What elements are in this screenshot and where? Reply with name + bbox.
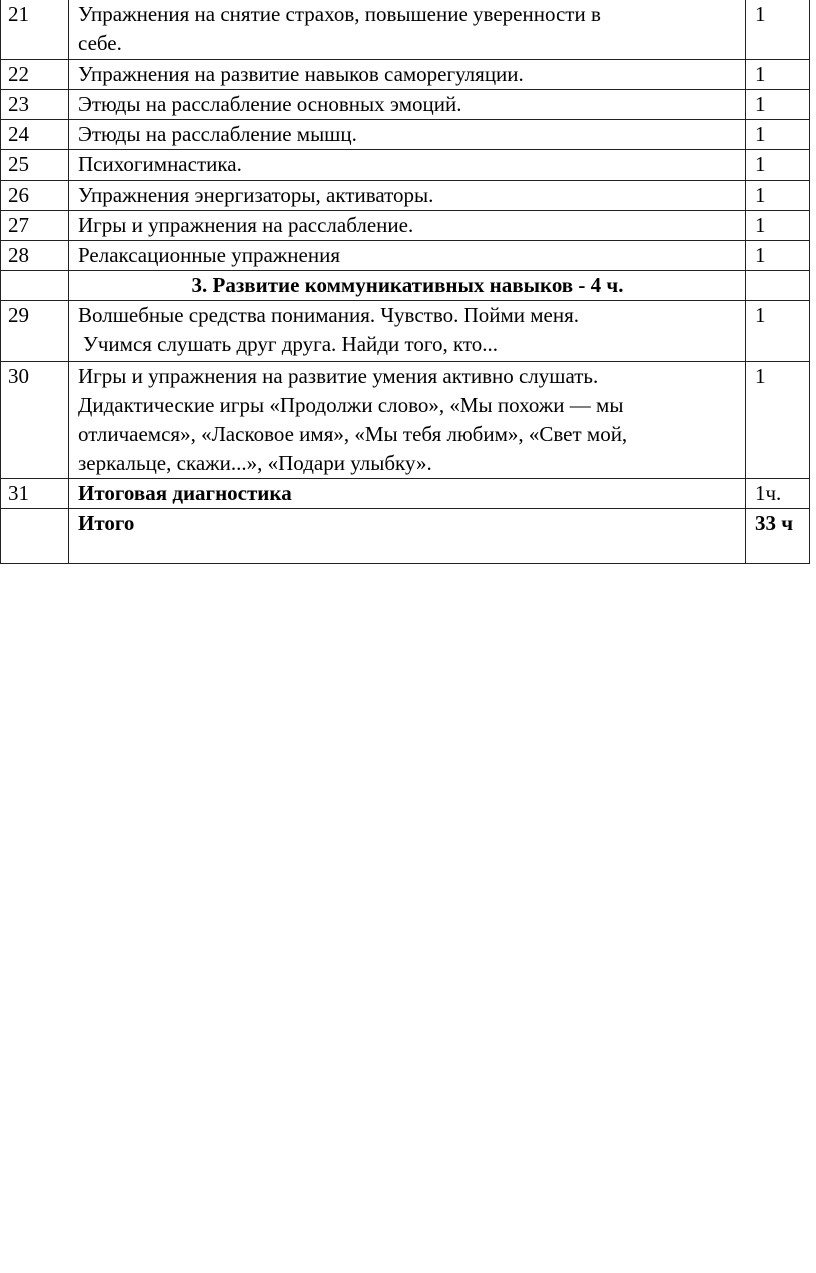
topic-line: Учимся слушать друг друга. Найди того, к…: [83, 332, 499, 356]
table-row: 23 Этюды на расслабление основных эмоций.…: [0, 89, 810, 120]
topic-line: Упражнения энергизаторы, активаторы.: [78, 183, 434, 207]
hours-cell: 1: [745, 240, 810, 271]
topic-line: Игры и упражнения на расслабление.: [78, 213, 414, 237]
hours-cell: 1: [745, 119, 810, 150]
table-row: 22 Упражнения на развитие навыков саморег…: [0, 59, 810, 90]
row-number: 23: [0, 89, 69, 120]
table-row: 24 Этюды на расслабление мышц. 1: [0, 119, 810, 150]
topic-line: Упражнения на развитие навыков саморегул…: [78, 62, 524, 86]
row-number: 29: [0, 300, 69, 362]
hours-cell: 1: [745, 300, 810, 362]
topic-line: Упражнения на снятие страхов, повышение …: [78, 2, 601, 26]
topic-cell: Итоговая диагностика: [68, 478, 746, 509]
topic-cell: Этюды на расслабление мышц.: [68, 119, 746, 150]
row-number: [0, 508, 69, 564]
topic-line: отличаемся», «Ласковое имя», «Мы тебя лю…: [78, 422, 628, 446]
table-row: 30 Игры и упражнения на развитие умения а…: [0, 361, 810, 479]
topic-cell: Упражнения на снятие страхов, повышение …: [68, 0, 746, 60]
topic-cell: Упражнения энергизаторы, активаторы.: [68, 180, 746, 211]
row-number: 24: [0, 119, 69, 150]
topic-cell: Этюды на расслабление основных эмоций.: [68, 89, 746, 120]
table-row: 31 Итоговая диагностика 1ч.: [0, 478, 810, 509]
topic-cell: Релаксационные упражнения: [68, 240, 746, 271]
row-number: [0, 270, 69, 301]
topic-line: Этюды на расслабление основных эмоций.: [78, 92, 462, 116]
hours-cell: 33 ч: [745, 508, 810, 564]
row-number: 22: [0, 59, 69, 90]
program-table: 21 Упражнения на снятие страхов, повышени…: [0, 0, 810, 564]
row-number: 25: [0, 149, 69, 181]
topic-line: Релаксационные упражнения: [78, 243, 340, 267]
row-number: 28: [0, 240, 69, 271]
table-row: Итого 33 ч: [0, 508, 810, 564]
table-row: 26 Упражнения энергизаторы, активаторы. 1: [0, 180, 810, 211]
hours-cell: [745, 270, 810, 301]
topic-cell: Игры и упражнения на развитие умения акт…: [68, 361, 746, 479]
topic-line: зеркальце, скажи...», «Подари улыбку».: [78, 451, 432, 475]
topic-cell: 3. Развитие коммуникативных навыков - 4 …: [68, 270, 746, 301]
topic-line: Итоговая диагностика: [78, 481, 292, 505]
hours-cell: 1: [745, 361, 810, 479]
topic-cell: Упражнения на развитие навыков саморегул…: [68, 59, 746, 90]
hours-cell: 1: [745, 59, 810, 90]
topic-line: Дидактические игры «Продолжи слово», «Мы…: [78, 393, 624, 417]
hours-cell: 1: [745, 210, 810, 241]
topic-line: Игры и упражнения на развитие умения акт…: [78, 364, 599, 388]
table-row: 21 Упражнения на снятие страхов, повышени…: [0, 0, 810, 60]
hours-cell: 1ч.: [745, 478, 810, 509]
topic-line: Волшебные средства понимания. Чувство. П…: [78, 303, 580, 327]
topic-line: Психогимнастика.: [78, 152, 242, 176]
table-row: 27 Игры и упражнения на расслабление. 1: [0, 210, 810, 241]
hours-cell: 1: [745, 0, 810, 60]
topic-line: Этюды на расслабление мышц.: [78, 122, 357, 146]
row-number: 31: [0, 478, 69, 509]
topic-line: себе.: [78, 31, 122, 55]
table-row: 29 Волшебные средства понимания. Чувство.…: [0, 300, 810, 362]
row-number: 21: [0, 0, 69, 60]
row-number: 30: [0, 361, 69, 479]
hours-cell: 1: [745, 180, 810, 211]
table-row: 28 Релаксационные упражнения 1: [0, 240, 810, 271]
topic-cell: Волшебные средства понимания. Чувство. П…: [68, 300, 746, 362]
topic-line: Итого: [78, 511, 135, 535]
section-header-row: 3. Развитие коммуникативных навыков - 4 …: [0, 270, 810, 301]
hours-cell: 1: [745, 149, 810, 181]
hours-cell: 1: [745, 89, 810, 120]
row-number: 27: [0, 210, 69, 241]
row-number: 26: [0, 180, 69, 211]
topic-cell: Итого: [68, 508, 746, 564]
topic-cell: Игры и упражнения на расслабление.: [68, 210, 746, 241]
table-row: 25 Психогимнастика. 1: [0, 149, 810, 181]
topic-line: 3. Развитие коммуникативных навыков - 4 …: [191, 273, 624, 297]
topic-cell: Психогимнастика.: [68, 149, 746, 181]
